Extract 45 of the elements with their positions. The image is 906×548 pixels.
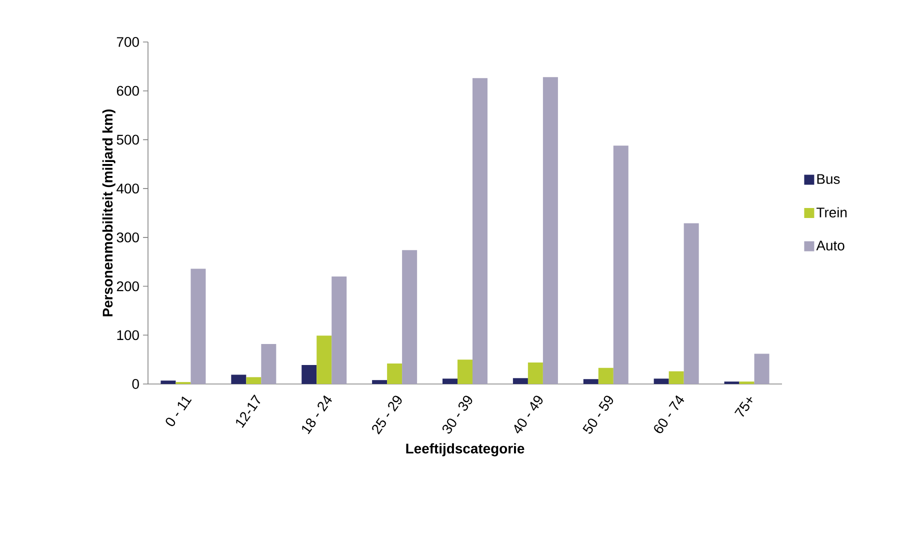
x-tick-label: 25 - 29 bbox=[372, 396, 402, 434]
y-tick-label: 200 bbox=[116, 281, 139, 292]
legend-label: Trein bbox=[816, 207, 847, 218]
bar bbox=[458, 360, 472, 384]
bar bbox=[402, 250, 418, 384]
bar bbox=[302, 364, 317, 384]
y-tick-label: 600 bbox=[116, 86, 139, 96]
bar bbox=[332, 276, 347, 384]
bar bbox=[542, 77, 558, 384]
legend-label: Bus bbox=[817, 174, 840, 184]
legend-label: Auto bbox=[816, 240, 844, 250]
bar bbox=[613, 146, 628, 384]
bar bbox=[261, 344, 276, 384]
y-tick-label: 500 bbox=[116, 134, 139, 145]
bar bbox=[684, 223, 699, 384]
y-axis-title: Personenmobiliteit (miljard km) bbox=[102, 109, 116, 316]
x-tick-label: 0 - 11 bbox=[166, 396, 192, 426]
bar bbox=[583, 379, 598, 384]
bar bbox=[754, 354, 770, 384]
bar bbox=[387, 363, 402, 384]
y-tick-label: 300 bbox=[116, 232, 139, 242]
bar bbox=[668, 371, 684, 384]
x-axis-title: Leeftijdscategorie bbox=[406, 443, 524, 456]
y-tick-label: 400 bbox=[116, 184, 139, 194]
bar bbox=[472, 78, 488, 384]
bar bbox=[512, 378, 528, 384]
bar bbox=[528, 362, 543, 384]
bar bbox=[598, 368, 614, 384]
y-tick-label: 0 bbox=[132, 379, 139, 389]
bar bbox=[442, 378, 458, 384]
bar bbox=[246, 377, 262, 384]
x-tick-label: 18 - 24 bbox=[302, 395, 332, 434]
y-tick-label: 100 bbox=[117, 330, 139, 340]
bar bbox=[190, 268, 206, 384]
bar bbox=[160, 380, 176, 384]
x-tick-label: 50 - 59 bbox=[582, 396, 614, 434]
bar bbox=[654, 378, 669, 384]
x-tick-label: 75+ bbox=[734, 397, 752, 417]
x-tick-label: 30 - 39 bbox=[442, 396, 472, 434]
bar bbox=[372, 380, 388, 384]
x-tick-label: 40 - 49 bbox=[514, 396, 543, 434]
bar bbox=[316, 336, 332, 384]
y-tick-label: 700 bbox=[116, 37, 139, 47]
x-tick-label: 60 - 74 bbox=[654, 395, 684, 434]
bar bbox=[231, 374, 246, 384]
